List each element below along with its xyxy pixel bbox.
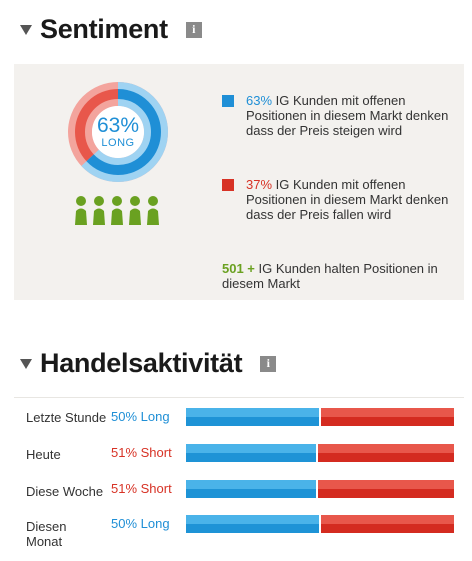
short-swatch: [222, 179, 234, 191]
legend-short-text: 37% IG Kunden mit offenen Positionen in …: [246, 177, 456, 222]
info-icon[interactable]: i: [260, 355, 277, 372]
activity-title: Handelsaktivität: [40, 348, 243, 378]
activity-bar: [186, 444, 454, 462]
sentiment-header[interactable]: Sentiment i: [20, 14, 202, 45]
donut-percent: 63%: [96, 114, 140, 137]
legend-long-description: IG Kunden mit offenen Positionen in dies…: [246, 93, 449, 138]
legend-short-percent: 37%: [246, 177, 273, 192]
collapse-triangle-icon[interactable]: [20, 24, 32, 35]
bar-divider: [319, 408, 321, 426]
bar-divider: [316, 444, 318, 462]
info-icon[interactable]: i: [185, 21, 202, 38]
collapse-triangle-icon[interactable]: [20, 358, 32, 369]
activity-row-value: 50% Long: [111, 516, 170, 531]
bar-divider: [319, 515, 321, 533]
bar-short-segment: [321, 408, 454, 426]
person-icon: [147, 196, 159, 225]
activity-bar: [186, 480, 454, 498]
activity-row-label: Diesen Monat: [26, 519, 67, 549]
activity-bar: [186, 515, 454, 533]
legend-short: 37% IG Kunden mit offenen Positionen in …: [222, 177, 456, 222]
activity-divider: [14, 397, 464, 398]
bar-long-segment: [186, 515, 319, 533]
activity-row-value: 51% Short: [111, 481, 172, 496]
activity-header[interactable]: Handelsaktivität i: [20, 348, 277, 379]
activity-row-label: Diese Woche: [26, 484, 104, 499]
bar-short-segment: [318, 444, 454, 462]
activity-row-value: 50% Long: [111, 409, 170, 424]
long-swatch: [222, 95, 234, 107]
person-icon: [129, 196, 141, 225]
donut-center: [92, 106, 144, 158]
bar-long-segment: [186, 444, 316, 462]
activity-row-label: Letzte Stunde: [26, 410, 107, 425]
bar-divider: [316, 480, 318, 498]
bar-long-segment: [186, 480, 316, 498]
bar-short-segment: [318, 480, 454, 498]
bar-short-segment: [321, 515, 454, 533]
activity-row-label: Heute: [26, 447, 61, 462]
client-count-text: IG Kunden halten Positionen in diesem Ma…: [222, 261, 438, 291]
activity-row-value: 51% Short: [111, 445, 172, 460]
legend-long-percent: 63%: [246, 93, 273, 108]
sentiment-title: Sentiment: [40, 14, 168, 44]
legend-short-description: IG Kunden mit offenen Positionen in dies…: [246, 177, 449, 222]
person-icon: [111, 196, 123, 225]
sentiment-panel: 63% LONG 63% IG Kunden mit offenen Posit…: [14, 64, 464, 300]
bar-long-segment: [186, 408, 319, 426]
person-icon: [93, 196, 105, 225]
donut-long-label: LONG: [101, 137, 135, 149]
donut-long-arc: [75, 89, 161, 175]
people-icons: [73, 195, 161, 225]
person-icon: [75, 196, 87, 225]
donut-label-group: 63% LONG: [68, 82, 168, 182]
sentiment-donut-chart: [68, 82, 168, 182]
legend-long-text: 63% IG Kunden mit offenen Positionen in …: [246, 93, 456, 138]
activity-bar: [186, 408, 454, 426]
legend-long: 63% IG Kunden mit offenen Positionen in …: [222, 93, 456, 138]
client-count: 501 + IG Kunden halten Positionen in die…: [222, 261, 447, 291]
client-count-number: 501 +: [222, 261, 255, 276]
